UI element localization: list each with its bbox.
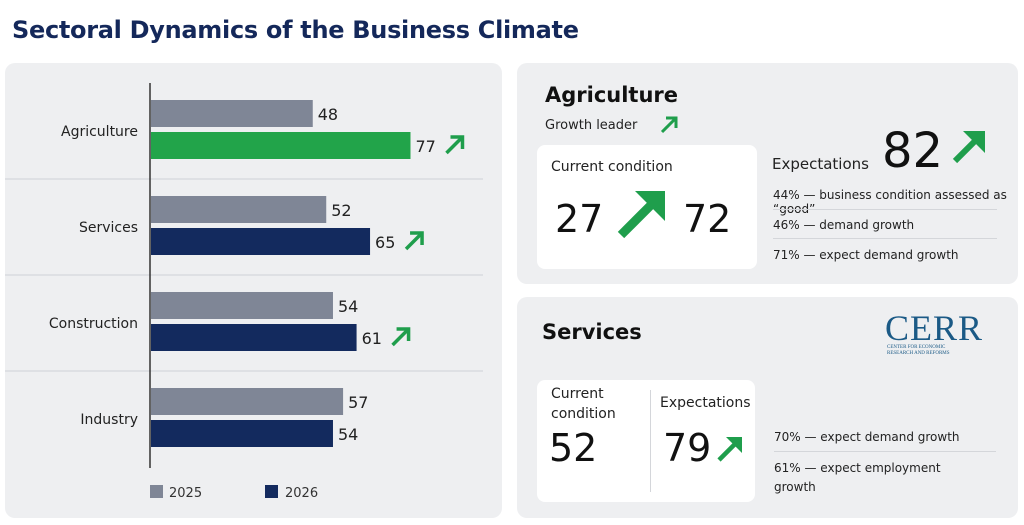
agriculture-heading: Agriculture xyxy=(545,83,679,107)
bar-2025 xyxy=(151,196,327,223)
card-divider xyxy=(650,390,651,492)
growth-leader-tag: Growth leader xyxy=(545,118,638,133)
bar-2025 xyxy=(151,100,313,127)
chart-panel: Agriculture 48 77 Services 52 65 Construction 5… xyxy=(5,63,502,518)
cerr-logo: CERR xyxy=(885,308,984,348)
services-growth-arrow-icon xyxy=(717,437,742,462)
current-condition-to: 72 xyxy=(683,197,732,241)
legend-label-2025: 2025 xyxy=(169,486,202,501)
category-label: Agriculture xyxy=(61,124,138,140)
services-expectations-value: 79 xyxy=(663,426,712,470)
bar-2025 xyxy=(151,292,333,319)
data-label-2026: 65 xyxy=(375,233,395,252)
data-label-2025: 48 xyxy=(318,105,338,124)
growth-arrow-icon xyxy=(391,327,411,347)
services-note-1: 70% — expect demand growth xyxy=(774,430,960,444)
services-expectations-label: Expectations xyxy=(660,395,751,411)
category-label: Industry xyxy=(80,412,138,428)
growth-arrow-icon xyxy=(660,116,678,134)
data-label-2026: 61 xyxy=(362,329,382,348)
page-title: Sectoral Dynamics of the Business Climat… xyxy=(12,16,579,44)
bar-2026 xyxy=(151,324,357,351)
cerr-logo-subtitle: CENTER FOR ECONOMIC RESEARCH AND REFORMS xyxy=(887,345,950,356)
expectations-value: 82 xyxy=(882,123,944,179)
current-condition-from: 27 xyxy=(555,197,604,241)
divider xyxy=(773,238,997,239)
category-label: Construction xyxy=(49,316,138,332)
growth-arrow-icon xyxy=(404,231,424,251)
data-label-2025: 52 xyxy=(331,201,351,220)
current-condition-label-2: condition xyxy=(551,406,616,422)
divider xyxy=(773,209,997,210)
services-current-value: 52 xyxy=(549,426,598,470)
category-label: Services xyxy=(79,220,138,236)
agriculture-panel: Agriculture Growth leader Current condit… xyxy=(517,63,1018,284)
data-label-2025: 54 xyxy=(338,297,358,316)
services-heading: Services xyxy=(542,320,642,344)
current-condition-card: Current condition 27 72 xyxy=(537,145,757,269)
divider xyxy=(774,451,996,452)
bar-2026 xyxy=(151,228,371,255)
current-condition-label: Current condition xyxy=(551,159,673,175)
expectations-arrow-icon xyxy=(952,131,985,164)
agriculture-note-1: 44% — business condition assessed as “go… xyxy=(773,188,1007,216)
bar-2026 xyxy=(151,132,411,159)
bar-2026 xyxy=(151,420,333,447)
services-note-2: 61% — expect employment xyxy=(774,461,941,475)
services-panel: Services CERR CENTER FOR ECONOMIC RESEAR… xyxy=(517,297,1018,518)
data-label-2025: 57 xyxy=(348,393,368,412)
services-note-3: growth xyxy=(774,480,816,494)
expectations-label: Expectations xyxy=(772,155,869,173)
legend-label-2026: 2026 xyxy=(285,486,318,501)
bar-2025 xyxy=(151,388,344,415)
bar-chart: Agriculture 48 77 Services 52 65 Construction 5… xyxy=(5,83,483,501)
data-label-2026: 54 xyxy=(338,425,358,444)
big-growth-arrow-icon xyxy=(617,191,665,239)
legend-swatch-2025 xyxy=(150,485,163,498)
agriculture-note-2: 46% — demand growth xyxy=(773,218,915,232)
legend-swatch-2026 xyxy=(265,485,278,498)
services-metrics-card: Current condition 52 Expectations 79 xyxy=(537,380,755,502)
growth-arrow-icon xyxy=(445,135,465,155)
agriculture-note-3: 71% — expect demand growth xyxy=(773,248,959,262)
data-label-2026: 77 xyxy=(415,137,435,156)
current-condition-label: Current xyxy=(551,386,604,402)
